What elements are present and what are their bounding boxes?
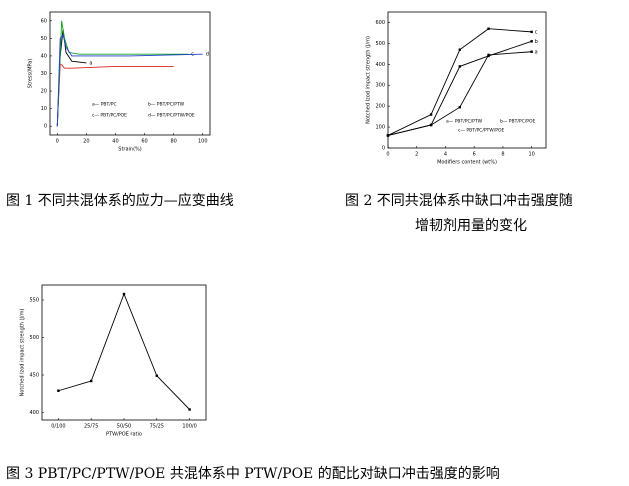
x-tick-label: 8 (501, 152, 504, 158)
data-point (530, 40, 533, 43)
series-end-label: a (535, 49, 538, 55)
y-axis-label: Stress(MPa) (28, 59, 34, 88)
y-tick-label: 450 (29, 373, 39, 379)
y-tick-label: 100 (375, 125, 385, 131)
legend-entry: c— PBT/PC/POE (92, 113, 127, 119)
x-tick-label: 10 (528, 152, 534, 158)
series-end-label: b (535, 39, 538, 45)
x-tick-label: 60 (141, 139, 147, 145)
x-tick-label: 6 (473, 152, 476, 158)
x-tick-label: 0/100 (51, 424, 65, 430)
figure-caption: 图 1 不同共混体系的应力—应变曲线 (6, 193, 234, 209)
y-tick-label: 40 (41, 53, 47, 59)
series-line (58, 292, 190, 410)
legend-entry: b— PBT/PC/POE (500, 119, 535, 125)
x-tick-label: 75/25 (150, 424, 164, 430)
series-end-label: c (535, 29, 538, 35)
figure-caption: 增韧剂用量的变化 (415, 218, 527, 234)
legend-entry: b— PBT/PC/PTW (148, 102, 185, 108)
legend-entry: a— PBT/PC/PTW (446, 119, 483, 125)
series-line (56, 20, 189, 127)
data-point (487, 54, 490, 58)
y-tick-label: 50 (41, 36, 47, 42)
series-end-label: a (89, 60, 92, 66)
y-tick-label: 500 (375, 41, 385, 47)
legend-entry: c— PBT/PC/PTW/POE (458, 128, 505, 134)
figure-caption: 图 2 不同共混体系中缺口冲击强度随 (345, 193, 573, 209)
y-tick-label: 30 (41, 71, 47, 77)
data-point (429, 123, 433, 127)
data-point (122, 292, 126, 296)
x-tick-label: 0 (56, 139, 59, 145)
plot-frame (387, 11, 547, 149)
data-point (458, 65, 462, 68)
x-tick-label: 40 (112, 139, 118, 145)
y-tick-label: 20 (41, 89, 47, 95)
data-point (429, 113, 433, 116)
data-point (155, 374, 158, 377)
data-point (487, 27, 490, 30)
y-tick-label: 10 (41, 106, 47, 112)
x-tick-label: 100 (198, 139, 208, 145)
x-axis-label: Strain(%) (118, 147, 142, 153)
legend-entry: d— PBT/PC/PTW/POE (148, 113, 195, 119)
y-tick-label: 0 (44, 124, 47, 130)
y-tick-label: 200 (375, 104, 385, 110)
data-point (386, 134, 390, 137)
series-line (56, 33, 203, 127)
x-tick-label: 20 (83, 139, 89, 145)
y-tick-label: 550 (29, 298, 39, 304)
y-tick-label: 500 (29, 335, 39, 341)
y-tick-label: 600 (375, 20, 385, 26)
y-tick-label: 400 (29, 410, 39, 416)
data-point (458, 48, 462, 51)
x-tick-label: 4 (444, 152, 447, 158)
figure-caption: 图 3 PBT/PC/PTW/POE 共混体系中 PTW/POE 的配比对缺口冲… (6, 466, 500, 482)
data-point (90, 379, 93, 383)
data-point (530, 30, 533, 34)
data-point (458, 106, 462, 109)
y-axis-label: Notched Izod impact strength (J/m) (366, 36, 372, 124)
legend-entry: a— PBT/PC (92, 102, 117, 108)
data-point (57, 389, 60, 392)
x-tick-label: 50/50 (117, 424, 131, 430)
series-line (56, 29, 87, 127)
plot-frame (41, 284, 207, 421)
x-tick-label: 80 (170, 139, 176, 145)
x-tick-label: 0 (386, 152, 389, 158)
x-axis-label: Modifiers content (wt%) (437, 160, 497, 166)
data-point (188, 408, 191, 411)
series-end-label: d (206, 52, 209, 58)
y-tick-label: 400 (375, 62, 385, 68)
y-tick-label: 60 (41, 18, 47, 24)
y-axis-label: Notched Izod impact strength (J/m) (20, 309, 26, 397)
data-point (530, 50, 533, 53)
y-tick-label: 0 (382, 146, 385, 152)
x-tick-label: 25/75 (84, 424, 98, 430)
x-tick-label: 2 (415, 152, 418, 158)
x-axis-label: PTW/POE ratio (106, 432, 142, 438)
y-tick-label: 300 (375, 83, 385, 89)
x-tick-label: 100/0 (182, 424, 196, 430)
